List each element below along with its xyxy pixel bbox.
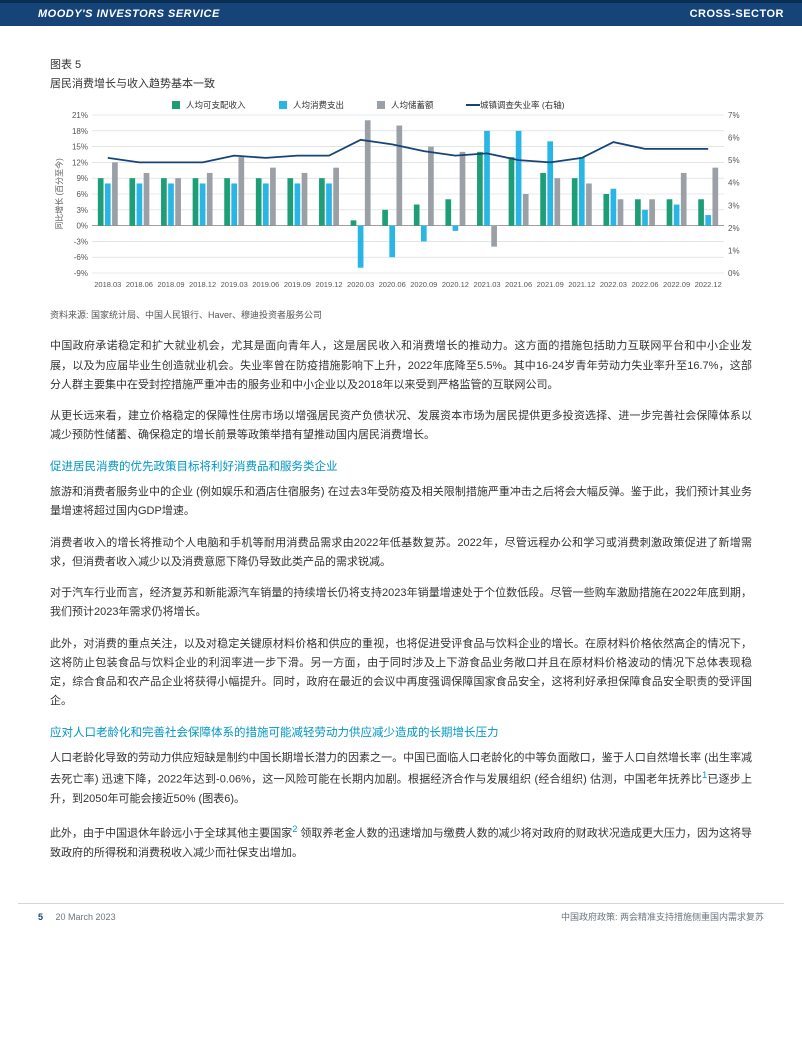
svg-text:0%: 0% <box>76 222 88 231</box>
svg-text:6%: 6% <box>76 190 88 199</box>
svg-text:2021.09: 2021.09 <box>537 280 564 289</box>
svg-text:2022.06: 2022.06 <box>631 280 658 289</box>
paragraph: 此外，对消费的重点关注，以及对稳定关键原材料价格和供应的重视，也将促进受评食品与… <box>50 635 752 712</box>
svg-text:2018.09: 2018.09 <box>157 280 184 289</box>
svg-text:-3%: -3% <box>74 238 88 247</box>
svg-text:2018.03: 2018.03 <box>94 280 121 289</box>
figure-source: 资料来源: 国家统计局、中国人民银行、Haver、穆迪投资者服务公司 <box>50 308 752 323</box>
svg-text:-6%: -6% <box>74 254 88 263</box>
svg-text:2018.06: 2018.06 <box>126 280 153 289</box>
svg-text:21%: 21% <box>72 111 88 120</box>
svg-text:2022.03: 2022.03 <box>600 280 627 289</box>
chart-5: -9% -6% -3% 0% 3% 6% 9% 12% 15% 18% 21% 0% 1% 2% 3% 4% 5… <box>50 97 752 304</box>
paragraph: 对于汽车行业而言，经济复苏和新能源汽车销量的持续增长仍将支持2023年销量增速处… <box>50 584 752 623</box>
svg-text:2019.12: 2019.12 <box>315 280 342 289</box>
svg-text:0%: 0% <box>728 269 740 278</box>
svg-text:同比增长 (百分至今): 同比增长 (百分至今) <box>54 158 64 230</box>
svg-text:1%: 1% <box>728 247 740 256</box>
footer-right: 中国政府政策: 两会精准支持措施侧重国内需求复苏 <box>561 910 764 925</box>
page-content: 图表 5 居民消费增长与收入趋势基本一致 -9% -6% -3% 0% 3% 6% 9% 12… <box>0 26 802 863</box>
svg-text:2020.06: 2020.06 <box>379 280 406 289</box>
svg-text:7%: 7% <box>728 111 740 120</box>
svg-text:3%: 3% <box>728 202 740 211</box>
svg-text:12%: 12% <box>72 159 88 168</box>
svg-text:2019.09: 2019.09 <box>284 280 311 289</box>
svg-text:人均储蓄额: 人均储蓄额 <box>391 100 434 110</box>
section-heading: 应对人口老龄化和完善社会保障体系的措施可能减轻劳动力供应减少造成的长期增长压力 <box>50 724 752 744</box>
svg-text:2018.12: 2018.12 <box>189 280 216 289</box>
footer-date: 20 March 2023 <box>56 912 116 922</box>
svg-text:2020.03: 2020.03 <box>347 280 374 289</box>
header-brand: MOODY'S INVESTORS SERVICE <box>38 5 220 24</box>
svg-text:2022.09: 2022.09 <box>663 280 690 289</box>
chart-svg: -9% -6% -3% 0% 3% 6% 9% 12% 15% 18% 21% 0% 1% 2% 3% 4% 5… <box>50 97 752 297</box>
page-footer: 5 20 March 2023 中国政府政策: 两会精准支持措施侧重国内需求复苏 <box>18 903 784 939</box>
svg-text:3%: 3% <box>76 206 88 215</box>
svg-text:2019.06: 2019.06 <box>252 280 279 289</box>
svg-text:人均消费支出: 人均消费支出 <box>293 100 344 110</box>
svg-text:2019.03: 2019.03 <box>221 280 248 289</box>
paragraph: 消费者收入的增长将推动个人电脑和手机等耐用消费品需求由2022年低基数复苏。20… <box>50 534 752 573</box>
svg-text:4%: 4% <box>728 179 740 188</box>
svg-text:人均可支配收入: 人均可支配收入 <box>186 100 246 110</box>
svg-text:-9%: -9% <box>74 269 88 278</box>
paragraph: 旅游和消费者服务业中的企业 (例如娱乐和酒店住宿服务) 在过去3年受防疫及相关限… <box>50 483 752 522</box>
page-number: 5 <box>38 912 43 922</box>
svg-text:2020.09: 2020.09 <box>410 280 437 289</box>
svg-text:15%: 15% <box>72 143 88 152</box>
svg-text:5%: 5% <box>728 157 740 166</box>
svg-text:2021.06: 2021.06 <box>505 280 532 289</box>
figure-title: 居民消费增长与收入趋势基本一致 <box>50 75 752 94</box>
svg-text:2021.03: 2021.03 <box>473 280 500 289</box>
paragraph: 从更长远来看，建立价格稳定的保障性住房市场以增强居民资产负债状况、发展资本市场为… <box>50 407 752 446</box>
section-heading: 促进居民消费的优先政策目标将利好消费品和服务类企业 <box>50 458 752 478</box>
paragraph: 此外，由于中国退休年龄远小于全球其他主要国家2 领取养老金人数的迅速增加与缴费人… <box>50 822 752 863</box>
header-section: CROSS-SECTOR <box>690 5 784 24</box>
svg-text:2020.12: 2020.12 <box>442 280 469 289</box>
svg-text:18%: 18% <box>72 127 88 136</box>
paragraph: 中国政府承诺稳定和扩大就业机会，尤其是面向青年人，这是居民收入和消费增长的推动力… <box>50 337 752 395</box>
footer-left: 5 20 March 2023 <box>38 910 116 925</box>
figure-label: 图表 5 <box>50 56 752 75</box>
paragraph: 人口老龄化导致的劳动力供应短缺是制约中国长期增长潜力的因素之一。中国已面临人口老… <box>50 749 752 809</box>
svg-text:2%: 2% <box>728 224 740 233</box>
svg-text:城镇调查失业率 (右轴): 城镇调查失业率 (右轴) <box>480 100 565 110</box>
svg-text:6%: 6% <box>728 134 740 143</box>
svg-text:9%: 9% <box>76 175 88 184</box>
header-bar: MOODY'S INVESTORS SERVICE CROSS-SECTOR <box>0 0 802 26</box>
svg-text:2021.12: 2021.12 <box>568 280 595 289</box>
text-run: 人口老龄化导致的劳动力供应短缺是制约中国长期增长潜力的因素之一。中国已面临人口老… <box>50 752 752 786</box>
text-run: 此外，由于中国退休年龄远小于全球其他主要国家 <box>50 827 292 839</box>
svg-text:2022.12: 2022.12 <box>695 280 722 289</box>
